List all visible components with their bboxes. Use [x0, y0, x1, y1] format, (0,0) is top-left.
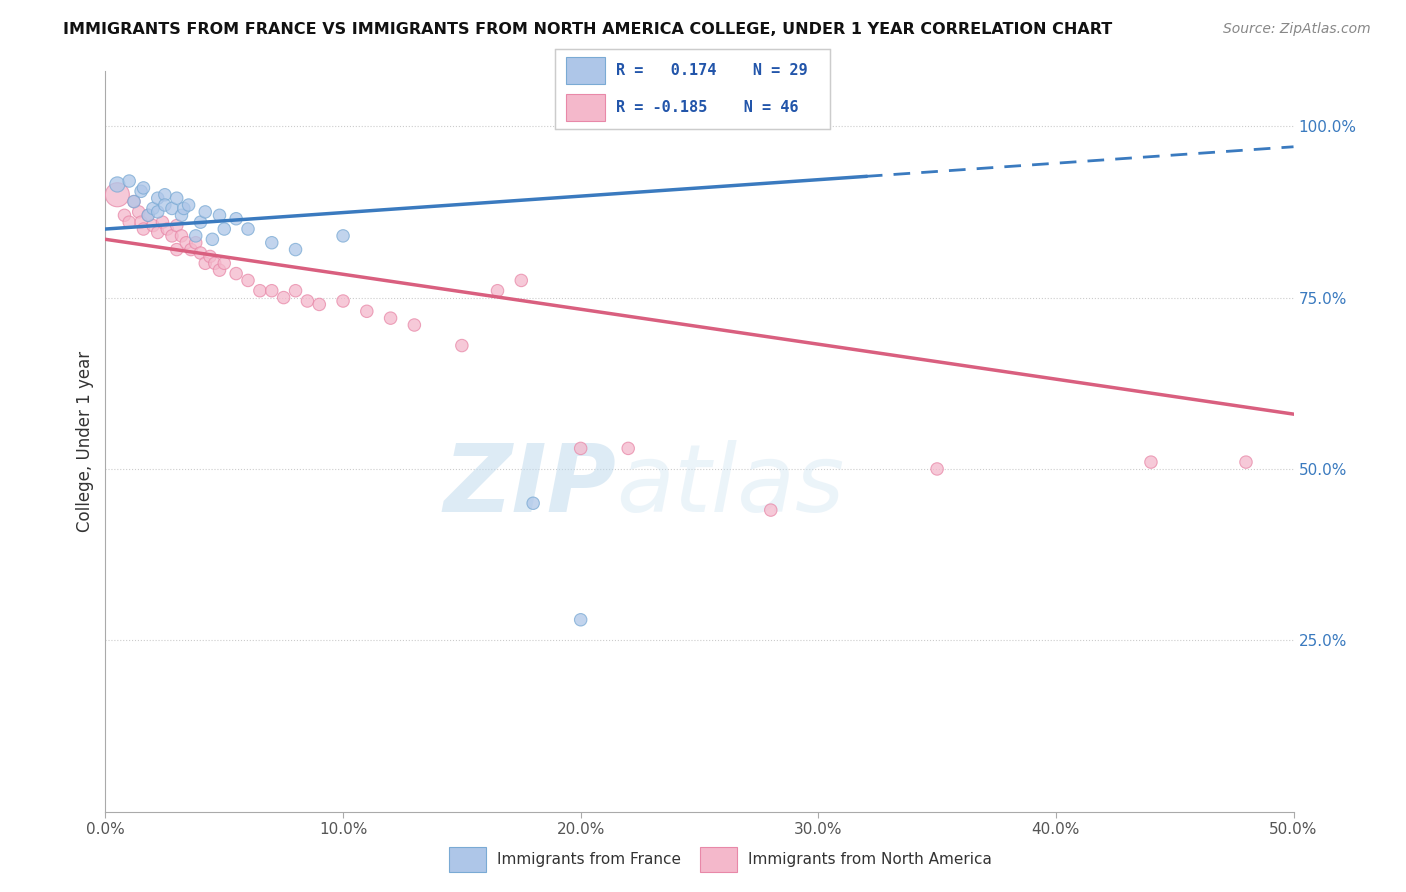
Text: IMMIGRANTS FROM FRANCE VS IMMIGRANTS FROM NORTH AMERICA COLLEGE, UNDER 1 YEAR CO: IMMIGRANTS FROM FRANCE VS IMMIGRANTS FRO…: [63, 22, 1112, 37]
Point: [160, 202, 183, 216]
Point: [142, 202, 165, 216]
Point: [173, 202, 195, 216]
Point: [105, 187, 128, 202]
Point: [129, 184, 152, 198]
Point: [160, 228, 183, 243]
Point: [146, 226, 169, 240]
Point: [1234, 455, 1257, 469]
Point: [198, 250, 221, 264]
Text: R = -0.185    N = 46: R = -0.185 N = 46: [616, 100, 799, 115]
Point: [128, 205, 150, 219]
Point: [156, 222, 179, 236]
Point: [142, 219, 165, 233]
Point: [332, 293, 354, 308]
Text: Source: ZipAtlas.com: Source: ZipAtlas.com: [1223, 22, 1371, 37]
Point: [177, 198, 200, 212]
Point: [569, 442, 592, 456]
Bar: [449, 847, 486, 872]
Point: [201, 232, 224, 246]
Point: [166, 243, 188, 257]
Point: [190, 246, 212, 260]
Point: [152, 215, 174, 229]
Point: [522, 496, 544, 510]
Point: [214, 222, 236, 236]
Point: [153, 187, 176, 202]
Point: [214, 256, 236, 270]
Point: [236, 222, 259, 236]
Bar: [567, 94, 605, 121]
Point: [132, 181, 155, 195]
Point: [284, 243, 307, 257]
Point: [759, 503, 782, 517]
Point: [208, 208, 231, 222]
Point: [190, 215, 212, 229]
Point: [569, 613, 592, 627]
Bar: [567, 57, 605, 85]
Point: [486, 284, 509, 298]
Point: [249, 284, 271, 298]
Text: Immigrants from France: Immigrants from France: [496, 853, 681, 867]
Point: [225, 211, 247, 226]
Point: [184, 228, 207, 243]
Point: [208, 263, 231, 277]
Point: [114, 208, 136, 222]
Point: [184, 235, 207, 250]
Point: [166, 219, 188, 233]
Point: [153, 198, 176, 212]
Point: [170, 228, 193, 243]
Point: [1140, 455, 1163, 469]
Point: [174, 235, 197, 250]
Point: [380, 311, 402, 326]
Point: [146, 205, 169, 219]
Point: [118, 174, 141, 188]
Point: [236, 273, 259, 287]
Point: [356, 304, 378, 318]
Point: [122, 194, 145, 209]
Text: ZIP: ZIP: [443, 440, 616, 532]
Point: [404, 318, 426, 332]
Point: [297, 293, 319, 308]
Point: [308, 297, 330, 311]
Point: [122, 194, 145, 209]
Point: [260, 235, 283, 250]
Point: [180, 243, 202, 257]
Point: [617, 442, 640, 456]
Text: R =   0.174    N = 29: R = 0.174 N = 29: [616, 63, 807, 78]
Y-axis label: College, Under 1 year: College, Under 1 year: [76, 351, 94, 533]
Point: [204, 256, 226, 270]
Point: [450, 338, 472, 352]
Point: [146, 191, 169, 205]
Point: [284, 284, 307, 298]
Point: [166, 191, 188, 205]
Point: [273, 291, 295, 305]
Point: [136, 208, 159, 222]
Point: [225, 267, 247, 281]
Point: [925, 462, 948, 476]
Point: [105, 178, 128, 192]
Point: [118, 215, 141, 229]
Point: [332, 228, 354, 243]
Point: [194, 256, 217, 270]
Point: [194, 205, 217, 219]
Point: [510, 273, 533, 287]
Text: atlas: atlas: [616, 441, 845, 532]
Text: Immigrants from North America: Immigrants from North America: [748, 853, 991, 867]
Bar: [700, 847, 737, 872]
Point: [136, 208, 159, 222]
Point: [260, 284, 283, 298]
Point: [170, 208, 193, 222]
Point: [129, 215, 152, 229]
Point: [132, 222, 155, 236]
